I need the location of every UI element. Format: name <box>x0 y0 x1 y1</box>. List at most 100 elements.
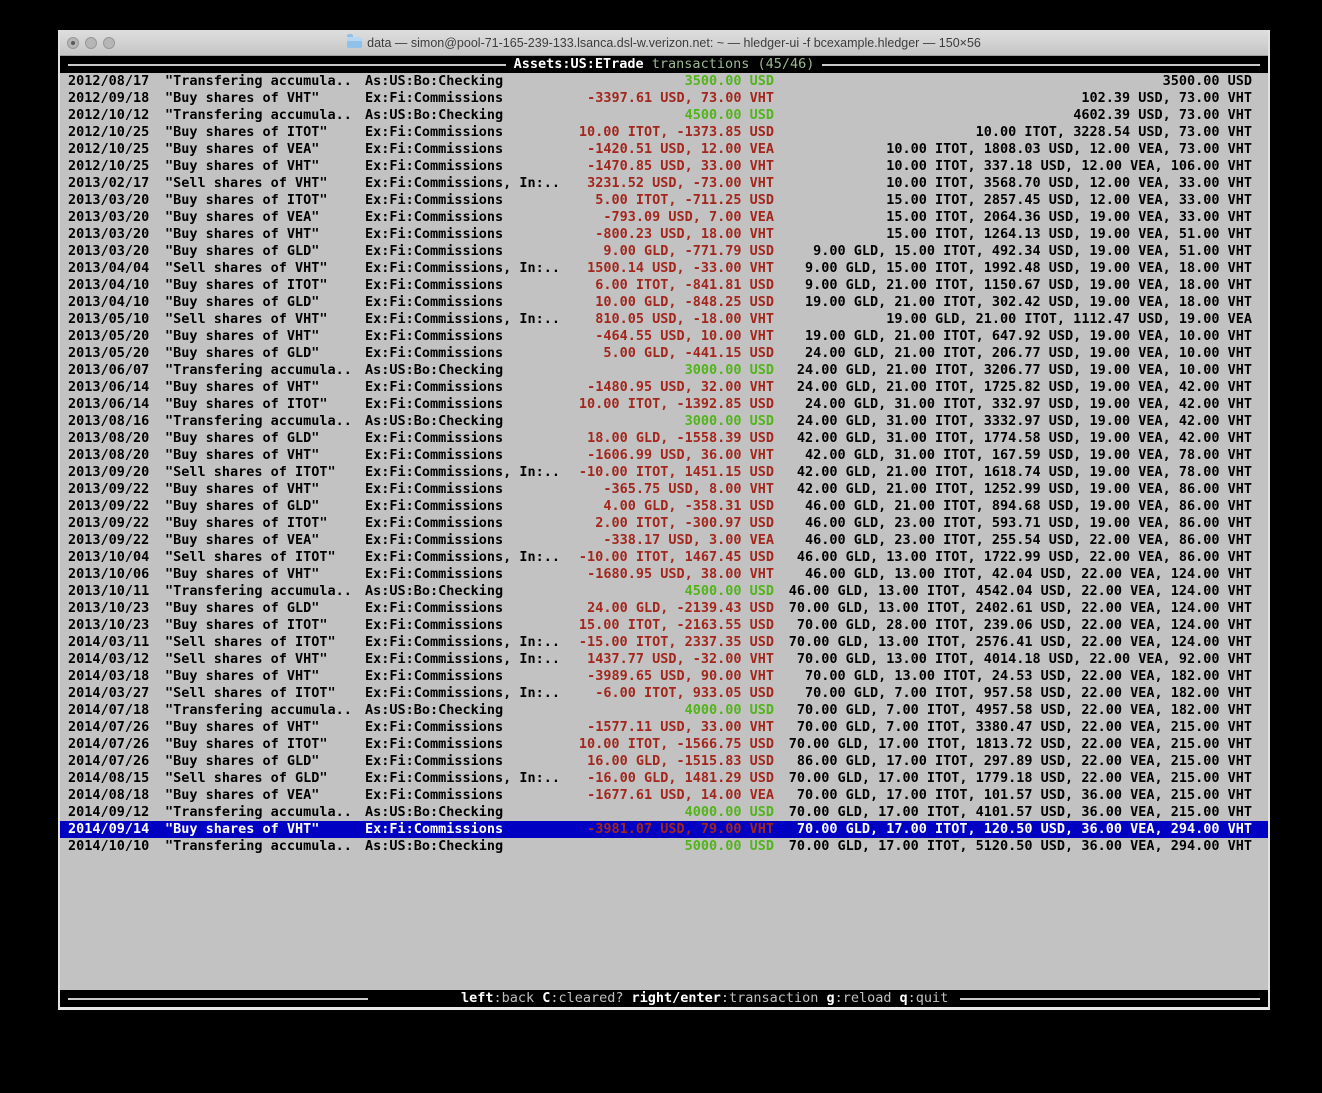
running-balance: 19.00 GLD, 21.00 ITOT, 647.92 USD, 19.00… <box>804 328 1252 344</box>
window-title: data — simon@pool-71-165-239-133.lsanca.… <box>367 35 981 50</box>
change-amount: -800.23 USD, 18.00 VHT <box>595 226 774 242</box>
titlebar[interactable]: data — simon@pool-71-165-239-133.lsanca.… <box>60 30 1268 56</box>
running-balance: 46.00 GLD, 13.00 ITOT, 42.04 USD, 22.00 … <box>804 566 1252 582</box>
transaction-date: 2013/05/10 <box>68 311 150 327</box>
register-row[interactable]: 2013/03/20 "Buy shares of VHT" Ex:Fi:Com… <box>60 226 1268 243</box>
register-row[interactable]: 2013/04/04 "Sell shares of VHT" Ex:Fi:Co… <box>60 260 1268 277</box>
register-row[interactable]: 2014/03/11 "Sell shares of ITOT" Ex:Fi:C… <box>60 634 1268 651</box>
hledger-ui-screen: Assets:US:ETrade transactions (45/46) 20… <box>60 56 1268 1007</box>
register-row[interactable]: 2014/07/26 "Buy shares of VHT" Ex:Fi:Com… <box>60 719 1268 736</box>
zoom-button[interactable] <box>103 37 115 49</box>
running-balance: 19.00 GLD, 21.00 ITOT, 302.42 USD, 19.00… <box>804 294 1252 310</box>
other-accounts: Ex:Fi:Commissions <box>365 328 504 344</box>
running-balance: 70.00 GLD, 17.00 ITOT, 120.50 USD, 36.00… <box>796 821 1252 837</box>
register-row[interactable]: 2012/10/12 "Transfering accumula.. As:US… <box>60 107 1268 124</box>
register-row[interactable]: 2013/05/20 "Buy shares of GLD" Ex:Fi:Com… <box>60 345 1268 362</box>
register-row[interactable]: 2013/10/06 "Buy shares of VHT" Ex:Fi:Com… <box>60 566 1268 583</box>
register-row[interactable]: 2013/02/17 "Sell shares of VHT" Ex:Fi:Co… <box>60 175 1268 192</box>
register-row[interactable]: 2014/07/18 "Transfering accumula.. As:US… <box>60 702 1268 719</box>
other-accounts: Ex:Fi:Commissions <box>365 294 504 310</box>
change-amount: 2.00 ITOT, -300.97 USD <box>595 515 774 531</box>
change-amount: 1437.77 USD, -32.00 VHT <box>587 651 774 667</box>
register-row[interactable]: 2014/09/14 "Buy shares of VHT" Ex:Fi:Com… <box>60 821 1268 838</box>
register-row[interactable]: 2013/04/10 "Buy shares of ITOT" Ex:Fi:Co… <box>60 277 1268 294</box>
register-row[interactable]: 2012/10/25 "Buy shares of VHT" Ex:Fi:Com… <box>60 158 1268 175</box>
running-balance: 15.00 ITOT, 1264.13 USD, 19.00 VEA, 51.0… <box>886 226 1252 242</box>
register-row[interactable]: 2014/07/26 "Buy shares of ITOT" Ex:Fi:Co… <box>60 736 1268 753</box>
transaction-date: 2013/03/20 <box>68 209 150 225</box>
register-row[interactable]: 2013/08/20 "Buy shares of VHT" Ex:Fi:Com… <box>60 447 1268 464</box>
register-row[interactable]: 2013/03/20 "Buy shares of GLD" Ex:Fi:Com… <box>60 243 1268 260</box>
transaction-date: 2014/08/15 <box>68 770 150 786</box>
register-row[interactable]: 2013/03/20 "Buy shares of VEA" Ex:Fi:Com… <box>60 209 1268 226</box>
register-row[interactable]: 2013/09/22 "Buy shares of ITOT" Ex:Fi:Co… <box>60 515 1268 532</box>
register-row[interactable]: 2013/05/10 "Sell shares of VHT" Ex:Fi:Co… <box>60 311 1268 328</box>
register-row[interactable]: 2012/10/25 "Buy shares of VEA" Ex:Fi:Com… <box>60 141 1268 158</box>
register-row[interactable]: 2013/05/20 "Buy shares of VHT" Ex:Fi:Com… <box>60 328 1268 345</box>
transaction-description: "Buy shares of GLD" <box>165 294 320 310</box>
running-balance: 15.00 ITOT, 2857.45 USD, 12.00 VEA, 33.0… <box>886 192 1252 208</box>
register-row[interactable]: 2013/03/20 "Buy shares of ITOT" Ex:Fi:Co… <box>60 192 1268 209</box>
register-row[interactable]: 2013/10/11 "Transfering accumula.. As:US… <box>60 583 1268 600</box>
change-amount: 10.00 ITOT, -1566.75 USD <box>578 736 774 752</box>
other-accounts: Ex:Fi:Commissions <box>365 141 504 157</box>
register-row[interactable]: 2013/09/22 "Buy shares of VHT" Ex:Fi:Com… <box>60 481 1268 498</box>
change-amount: -3981.07 USD, 79.00 VHT <box>587 821 774 837</box>
register-row[interactable]: 2014/08/15 "Sell shares of GLD" Ex:Fi:Co… <box>60 770 1268 787</box>
register-row[interactable]: 2013/09/22 "Buy shares of GLD" Ex:Fi:Com… <box>60 498 1268 515</box>
register-row[interactable]: 2013/10/23 "Buy shares of GLD" Ex:Fi:Com… <box>60 600 1268 617</box>
register-row[interactable]: 2012/08/17 "Transfering accumula.. As:US… <box>60 73 1268 90</box>
register-row[interactable]: 2014/09/12 "Transfering accumula.. As:US… <box>60 804 1268 821</box>
change-amount: 10.00 GLD, -848.25 USD <box>595 294 774 310</box>
change-amount: 4000.00 USD <box>684 702 774 718</box>
register-row[interactable]: 2014/03/18 "Buy shares of VHT" Ex:Fi:Com… <box>60 668 1268 685</box>
running-balance: 4602.39 USD, 73.00 VHT <box>1073 107 1252 123</box>
transaction-description: "Buy shares of GLD" <box>165 345 320 361</box>
transaction-description: "Sell shares of GLD" <box>165 770 328 786</box>
change-amount: 810.05 USD, -18.00 VHT <box>595 311 774 327</box>
register-row[interactable]: 2013/06/14 "Buy shares of ITOT" Ex:Fi:Co… <box>60 396 1268 413</box>
register-row[interactable]: 2013/09/20 "Sell shares of ITOT" Ex:Fi:C… <box>60 464 1268 481</box>
register-row[interactable]: 2012/09/18 "Buy shares of VHT" Ex:Fi:Com… <box>60 90 1268 107</box>
register-row[interactable]: 2013/04/10 "Buy shares of GLD" Ex:Fi:Com… <box>60 294 1268 311</box>
other-accounts: Ex:Fi:Commissions <box>365 821 504 837</box>
register-row[interactable]: 2013/08/16 "Transfering accumula.. As:US… <box>60 413 1268 430</box>
transaction-date: 2013/08/20 <box>68 447 150 463</box>
register-row[interactable]: 2014/03/12 "Sell shares of VHT" Ex:Fi:Co… <box>60 651 1268 668</box>
change-amount: 24.00 GLD, -2139.43 USD <box>587 600 774 616</box>
transaction-date: 2013/06/07 <box>68 362 150 378</box>
transaction-date: 2012/10/25 <box>68 124 150 140</box>
register-row[interactable]: 2013/06/14 "Buy shares of VHT" Ex:Fi:Com… <box>60 379 1268 396</box>
register-row[interactable]: 2013/08/20 "Buy shares of GLD" Ex:Fi:Com… <box>60 430 1268 447</box>
transaction-date: 2014/07/26 <box>68 736 150 752</box>
transaction-description: "Buy shares of VHT" <box>165 719 320 735</box>
running-balance: 3500.00 USD <box>1162 73 1252 89</box>
transaction-date: 2012/10/25 <box>68 158 150 174</box>
register-row[interactable]: 2014/10/10 "Transfering accumula.. As:US… <box>60 838 1268 855</box>
register-row[interactable]: 2013/10/23 "Buy shares of ITOT" Ex:Fi:Co… <box>60 617 1268 634</box>
change-amount: 9.00 GLD, -771.79 USD <box>603 243 774 259</box>
other-accounts: Ex:Fi:Commissions, In:.. <box>365 175 561 191</box>
register-row[interactable]: 2013/09/22 "Buy shares of VEA" Ex:Fi:Com… <box>60 532 1268 549</box>
minimize-button[interactable] <box>85 37 97 49</box>
change-amount: 4500.00 USD <box>684 583 774 599</box>
other-accounts: Ex:Fi:Commissions <box>365 226 504 242</box>
register-row[interactable]: 2013/06/07 "Transfering accumula.. As:US… <box>60 362 1268 379</box>
register-row[interactable]: 2014/03/27 "Sell shares of ITOT" Ex:Fi:C… <box>60 685 1268 702</box>
other-accounts: Ex:Fi:Commissions <box>365 617 504 633</box>
register-row[interactable]: 2014/08/18 "Buy shares of VEA" Ex:Fi:Com… <box>60 787 1268 804</box>
change-amount: 10.00 ITOT, -1373.85 USD <box>578 124 774 140</box>
other-accounts: As:US:Bo:Checking <box>365 107 504 123</box>
other-accounts: Ex:Fi:Commissions, In:.. <box>365 634 561 650</box>
close-button[interactable] <box>67 37 79 49</box>
change-amount: 16.00 GLD, -1515.83 USD <box>587 753 774 769</box>
register-row[interactable]: 2014/07/26 "Buy shares of GLD" Ex:Fi:Com… <box>60 753 1268 770</box>
running-balance: 42.00 GLD, 21.00 ITOT, 1252.99 USD, 19.0… <box>796 481 1252 497</box>
register-row[interactable]: 2013/10/04 "Sell shares of ITOT" Ex:Fi:C… <box>60 549 1268 566</box>
change-amount: -338.17 USD, 3.00 VEA <box>603 532 774 548</box>
transaction-description: "Buy shares of GLD" <box>165 753 320 769</box>
change-amount: 5.00 ITOT, -711.25 USD <box>595 192 774 208</box>
other-accounts: Ex:Fi:Commissions, In:.. <box>365 685 561 701</box>
register-row[interactable]: 2012/10/25 "Buy shares of ITOT" Ex:Fi:Co… <box>60 124 1268 141</box>
change-amount: -365.75 USD, 8.00 VHT <box>603 481 774 497</box>
